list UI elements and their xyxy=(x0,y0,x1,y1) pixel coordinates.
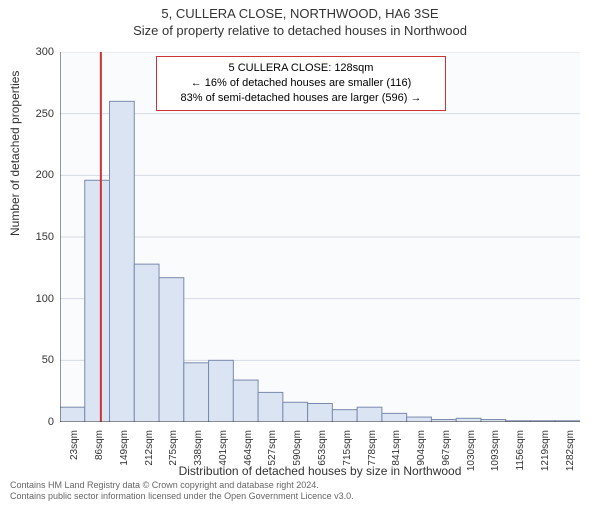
x-tick: 590sqm xyxy=(292,430,303,466)
y-tick: 50 xyxy=(14,354,54,366)
x-tick: 275sqm xyxy=(168,430,179,466)
annotation-box: 5 CULLERA CLOSE: 128sqm ← 16% of detache… xyxy=(156,56,446,111)
x-tick: 778sqm xyxy=(367,430,378,466)
y-axis-label: Number of detached properties xyxy=(8,71,22,236)
x-tick: 715sqm xyxy=(342,430,353,466)
footer-line2: Contains public sector information licen… xyxy=(10,491,354,502)
y-tick: 300 xyxy=(14,46,54,58)
x-tick: 464sqm xyxy=(243,430,254,466)
title-address: 5, CULLERA CLOSE, NORTHWOOD, HA6 3SE xyxy=(0,6,600,21)
x-tick: 967sqm xyxy=(441,430,452,466)
x-tick: 401sqm xyxy=(218,430,229,466)
title-subtitle: Size of property relative to detached ho… xyxy=(0,23,600,38)
annotation-line1: 5 CULLERA CLOSE: 128sqm xyxy=(165,61,437,76)
x-tick: 338sqm xyxy=(193,430,204,466)
footer-attribution: Contains HM Land Registry data © Crown c… xyxy=(10,480,354,503)
annotation-line3: 83% of semi-detached houses are larger (… xyxy=(165,91,437,106)
chart-area: 050100150200250300 23sqm86sqm149sqm212sq… xyxy=(60,52,580,422)
annotation-line2: ← 16% of detached houses are smaller (11… xyxy=(165,76,437,91)
chart-container: 5, CULLERA CLOSE, NORTHWOOD, HA6 3SE Siz… xyxy=(0,6,600,506)
x-axis-label: Distribution of detached houses by size … xyxy=(60,464,580,478)
x-tick: 86sqm xyxy=(94,430,105,460)
x-tick: 841sqm xyxy=(391,430,402,466)
x-tick: 653sqm xyxy=(317,430,328,466)
footer-line1: Contains HM Land Registry data © Crown c… xyxy=(10,480,354,491)
y-tick: 0 xyxy=(14,416,54,428)
x-tick: 527sqm xyxy=(267,430,278,466)
y-tick: 100 xyxy=(14,293,54,305)
x-tick: 149sqm xyxy=(119,430,130,466)
x-tick: 23sqm xyxy=(69,430,80,460)
x-tick: 212sqm xyxy=(144,430,155,466)
x-tick: 904sqm xyxy=(416,430,427,466)
